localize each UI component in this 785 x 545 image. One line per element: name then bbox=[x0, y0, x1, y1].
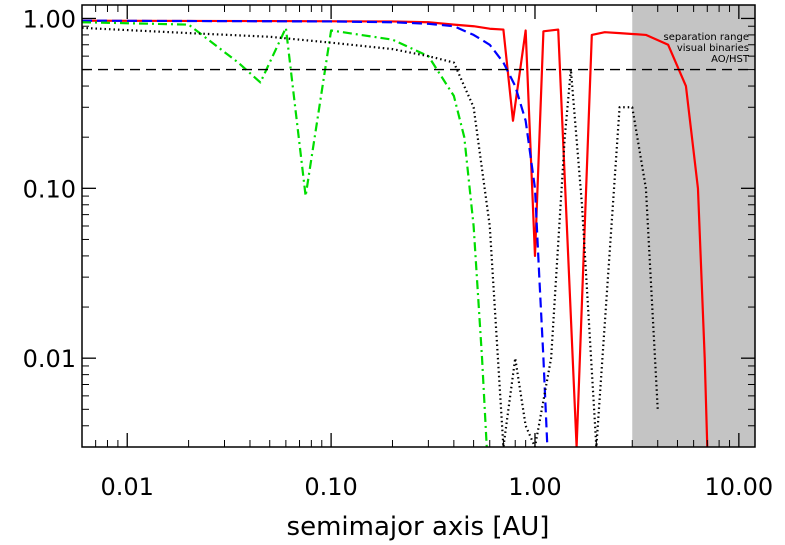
x-axis-label: semimajor axis [AU] bbox=[287, 512, 550, 542]
x-tick-label: 0.01 bbox=[101, 473, 154, 501]
shaded-region-annotation-line: visual binaries bbox=[677, 43, 749, 54]
y-tick-label: 0.10 bbox=[23, 175, 76, 203]
x-tick-label: 0.10 bbox=[304, 473, 357, 501]
x-tick-label: 10.00 bbox=[704, 473, 773, 501]
x-tick-label: 1.00 bbox=[508, 473, 561, 501]
series-line-dashed bbox=[82, 19, 549, 447]
series-layer bbox=[82, 19, 755, 447]
y-tick-label: 0.01 bbox=[23, 345, 76, 373]
shaded-region bbox=[632, 5, 755, 447]
series-line-dotted bbox=[82, 26, 659, 447]
shaded-region-annotation-line: separation range bbox=[664, 32, 750, 43]
tick-layer: 0.01 0.10 1.00 10.00 0.01 0.10 1.00 bbox=[23, 5, 773, 501]
series-line-dash-dot bbox=[82, 21, 488, 447]
shaded-region-layer bbox=[632, 5, 755, 447]
plot-frame bbox=[81, 4, 756, 448]
series-line-solid bbox=[82, 19, 709, 447]
shaded-region-annotation-line: AO/HST bbox=[711, 54, 750, 65]
y-tick-label: 1.00 bbox=[23, 5, 76, 33]
